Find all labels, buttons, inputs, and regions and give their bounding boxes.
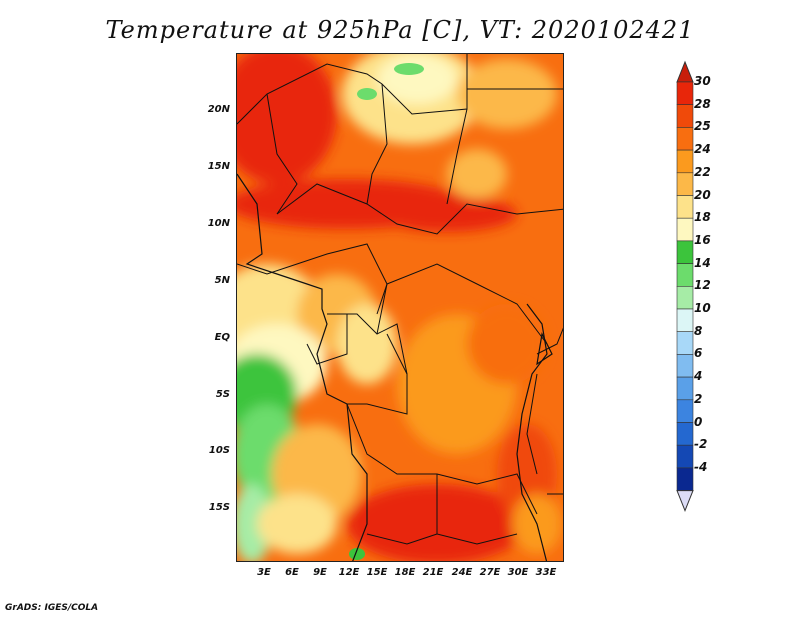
colorbar-top-arrow <box>676 60 694 83</box>
colorbar-swatch <box>676 149 694 174</box>
temperature-map <box>236 53 564 562</box>
lat-tick-label: 5S <box>215 389 230 400</box>
lon-tick-label: 15E <box>366 567 388 578</box>
lat-tick-label: 20N <box>207 104 230 115</box>
colorbar-swatch <box>676 331 694 355</box>
lon-tick-label: 3E <box>257 567 271 578</box>
colorbar-swatch <box>676 81 694 106</box>
colorbar-swatch <box>676 263 694 287</box>
colorbar-level-label: 6 <box>694 346 703 361</box>
colorbar-swatch <box>676 399 694 423</box>
colorbar-swatch <box>676 354 694 378</box>
lat-tick-label: 10N <box>207 218 230 229</box>
credit-footer: GrADS: IGES/COLA <box>5 603 99 613</box>
colorbar-level-label: -2 <box>694 437 708 452</box>
lat-tick-label: 5N <box>214 275 230 286</box>
lon-tick-label: 12E <box>338 567 360 578</box>
lon-tick-label: 24E <box>451 567 473 578</box>
lon-tick-label: 6E <box>285 567 299 578</box>
colorbar-level-label: 28 <box>694 96 711 111</box>
colorbar-level-label: 14 <box>694 255 711 270</box>
lat-tick-label: EQ <box>214 332 230 343</box>
colorbar-bottom-arrow <box>676 490 694 512</box>
lon-tick-label: 33E <box>535 567 557 578</box>
colorbar-level-label: 22 <box>694 164 711 179</box>
colorbar-level-label: 10 <box>694 301 711 315</box>
lon-tick-label: 21E <box>422 567 444 578</box>
map-title: Temperature at 925hPa [C], VT: 202010242… <box>105 16 695 44</box>
colorbar-swatch <box>676 217 694 242</box>
colorbar-level-label: -4 <box>694 459 708 474</box>
lon-tick-label: 9E <box>313 567 327 578</box>
colorbar-swatch <box>676 104 694 128</box>
colorbar-level-label: 25 <box>694 119 711 134</box>
lon-tick-label: 30E <box>507 567 529 578</box>
colorbar-swatch <box>676 286 694 310</box>
colorbar-swatch <box>676 308 694 333</box>
colorbar-swatch <box>676 195 694 219</box>
colorbar-level-label: 30 <box>694 74 711 88</box>
colorbar-level-label: 18 <box>694 210 711 225</box>
colorbar-level-label: 8 <box>694 323 703 338</box>
colorbar-swatch <box>676 444 694 469</box>
colorbar <box>676 60 694 512</box>
temperature-field <box>237 54 563 561</box>
colorbar-level-label: 16 <box>694 232 711 247</box>
colorbar-level-label: 2 <box>694 391 703 406</box>
colorbar-level-label: 4 <box>694 369 703 384</box>
colorbar-level-label: 12 <box>694 278 711 293</box>
lat-tick-label: 10S <box>208 445 230 456</box>
colorbar-level-label: 0 <box>694 414 703 429</box>
colorbar-level-label: 24 <box>694 142 711 157</box>
colorbar-level-label: 20 <box>694 187 711 202</box>
colorbar-swatch <box>676 172 694 196</box>
colorbar-swatch <box>676 240 694 264</box>
lat-tick-label: 15N <box>207 161 230 172</box>
colorbar-swatch <box>676 127 694 151</box>
colorbar-swatch <box>676 422 694 446</box>
colorbar-swatch <box>676 467 694 491</box>
lat-tick-label: 15S <box>208 502 230 513</box>
colorbar-swatch <box>676 376 694 401</box>
lon-tick-label: 18E <box>394 567 416 578</box>
lon-tick-label: 27E <box>479 567 501 578</box>
